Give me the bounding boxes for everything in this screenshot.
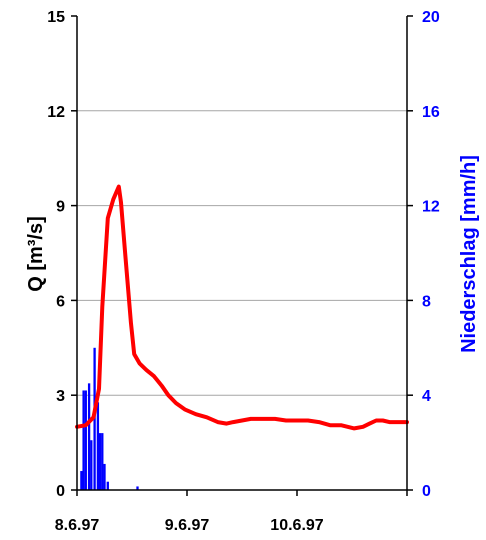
y-tick-label-right: 4 xyxy=(422,388,431,405)
rain-bar xyxy=(80,471,83,490)
rain-bar xyxy=(82,390,85,490)
rain-bar xyxy=(96,402,100,490)
y-tick-label-left: 9 xyxy=(56,199,65,216)
y-tick-label-left: 6 xyxy=(56,293,65,310)
gridlines xyxy=(77,110,407,396)
y-tick-label-right: 0 xyxy=(422,483,431,500)
y-tick-label-left: 15 xyxy=(47,9,65,26)
y-axis-title-left: Q [m³/s] xyxy=(25,216,47,292)
rain-bar xyxy=(101,433,104,490)
y-tick-label-right: 8 xyxy=(422,293,431,310)
axes: 0 3 6 9 12 15 0 4 8 12 16 20 8.6.97 9.6.97 10.6.97 xyxy=(47,9,440,534)
y-tick-label-left: 12 xyxy=(47,104,65,121)
y-tick-label-left: 0 xyxy=(56,483,65,500)
y-axis-title-right: Niederschlag [mm/h] xyxy=(458,155,480,353)
x-tick-label: 9.6.97 xyxy=(165,517,210,534)
rain-bar xyxy=(87,383,91,490)
y-tick-label-left: 3 xyxy=(56,388,65,405)
x-tick-label: 8.6.97 xyxy=(55,517,100,534)
rain-bar xyxy=(136,486,139,490)
x-tick-label: 10.6.97 xyxy=(270,517,323,534)
discharge-line xyxy=(75,184,409,431)
rain-bar xyxy=(106,481,109,490)
rain-bar xyxy=(84,390,87,490)
discharge-line-layer xyxy=(75,184,409,431)
rain-bar xyxy=(103,463,106,490)
rain-bar xyxy=(90,440,93,490)
rain-bars xyxy=(80,347,139,490)
rain-bar xyxy=(98,433,102,490)
y-tick-label-right: 16 xyxy=(422,104,440,121)
y-tick-label-right: 12 xyxy=(422,199,440,216)
y-tick-label-right: 20 xyxy=(422,9,440,26)
